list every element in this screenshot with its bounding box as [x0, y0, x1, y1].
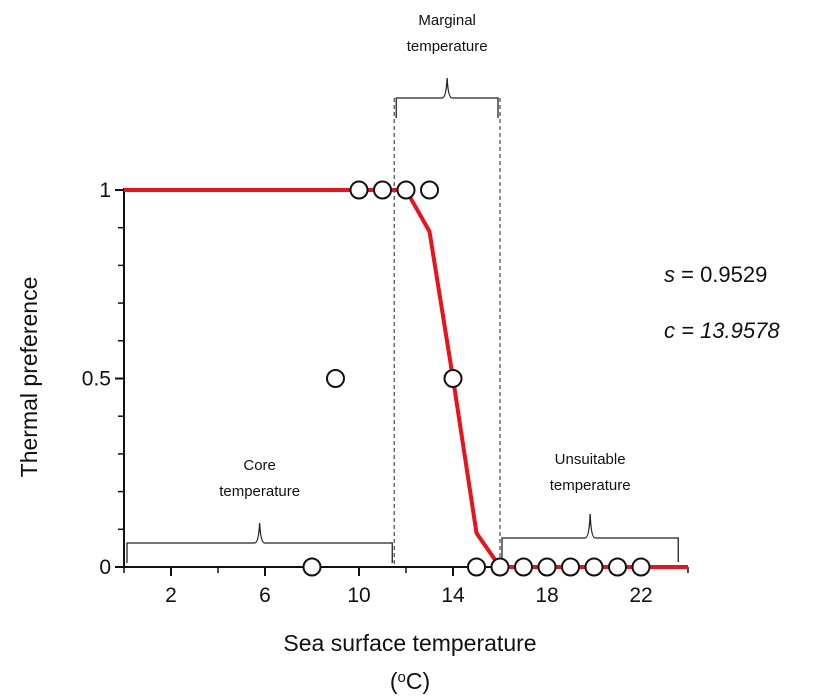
- fit-stat-s: s = 0.9529: [664, 262, 767, 287]
- fit-statistics: s = 0.9529 c = 13.9578: [664, 262, 780, 343]
- x-tick-label: 10: [347, 584, 370, 607]
- region-annotations: Core temperature Marginal temperature Unsuit…: [126, 12, 679, 567]
- y-tick-label: 0: [99, 556, 111, 579]
- x-tick-label: 2: [165, 584, 177, 607]
- observation-point: [373, 180, 392, 200]
- x-tick-label: 14: [441, 584, 465, 607]
- y-tick-label: 0.5: [82, 368, 111, 391]
- observation-point: [302, 557, 322, 577]
- marginal-temperature-label: Marginal: [418, 12, 476, 29]
- marginal-temperature-label: temperature: [407, 38, 488, 55]
- core-temperature-bracket: [126, 522, 393, 563]
- core-temperature-label: Core: [243, 457, 276, 474]
- observation-point: [326, 369, 345, 388]
- observation-point: [514, 557, 533, 577]
- fitted-curve-line: [124, 188, 688, 569]
- observation-point: [561, 557, 580, 577]
- y-tick-label: 1: [99, 179, 111, 202]
- observation-point: [584, 557, 604, 577]
- core-temperature-label: temperature: [219, 483, 300, 500]
- x-tick-label: 6: [259, 584, 271, 607]
- fitted-curve-layer: [124, 188, 688, 569]
- x-axis-unit-prefix: (: [390, 668, 398, 694]
- observation-point: [608, 557, 627, 577]
- x-tick-label: 22: [629, 584, 652, 607]
- x-tick-label: 18: [535, 584, 558, 607]
- stat-symbol: c: [664, 318, 675, 343]
- observation-point: [490, 557, 510, 577]
- x-axis-title: Sea surface temperature: [283, 630, 536, 656]
- observation-point: [420, 180, 439, 200]
- unsuitable-temperature-label: temperature: [550, 477, 631, 494]
- fit-stat-c: c = 13.9578: [664, 318, 780, 343]
- x-axis-unit-suffix: C): [406, 668, 430, 694]
- x-axis-unit: (oC): [390, 668, 430, 694]
- marginal-temperature-bracket: [395, 77, 499, 118]
- stat-symbol: s: [664, 262, 675, 287]
- observation-point: [349, 180, 369, 200]
- observation-point: [537, 557, 557, 577]
- observation-point: [443, 369, 463, 388]
- observation-points: [302, 180, 651, 577]
- x-axis-unit-superscript: o: [398, 669, 406, 686]
- y-axis-title: Thermal preference: [16, 277, 42, 478]
- observation-point: [467, 557, 486, 577]
- observation-point: [396, 180, 416, 200]
- observation-point: [631, 557, 651, 577]
- unsuitable-temperature-bracket: [501, 513, 679, 562]
- unsuitable-temperature-label: Unsuitable: [555, 451, 626, 468]
- stat-value: = 13.9578: [675, 318, 780, 343]
- stat-value: = 0.9529: [675, 262, 767, 287]
